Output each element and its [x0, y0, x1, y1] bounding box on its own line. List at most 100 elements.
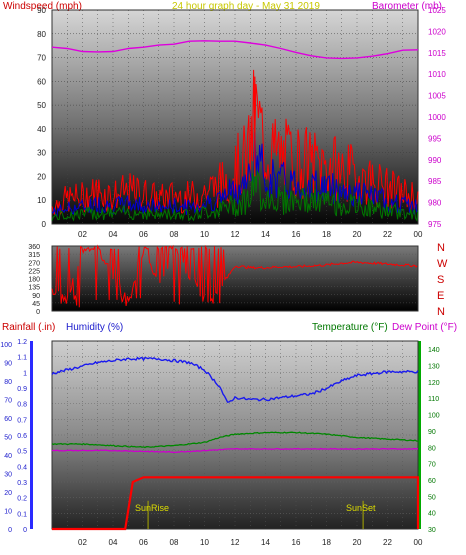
temperature-tick-label: 140 [428, 347, 440, 354]
wind-tick-label: 20 [37, 172, 46, 181]
barometer-tick-label: 1015 [428, 49, 446, 58]
temperature-tick-label: 110 [428, 396, 439, 403]
wind-low-line [51, 158, 419, 222]
wind-tick-label: 70 [37, 54, 46, 63]
barometer-tick-label: 1005 [428, 92, 446, 101]
direction-tick-label: 0 [36, 309, 40, 316]
rain-tick-label: 0.4 [17, 464, 27, 471]
temperature-tick-label: 30 [428, 527, 436, 534]
x-tick-label: 00 [414, 230, 423, 239]
temperature-tick-label: 90 [428, 429, 436, 436]
direction-tick-label: 225 [28, 268, 40, 275]
x-tick-label: 22 [383, 538, 392, 547]
sunrise-label: SunRise [135, 503, 169, 513]
barometer-tick-label: 975 [428, 220, 442, 229]
x-tick-label: 22 [383, 230, 392, 239]
x-tick-label: 20 [353, 230, 362, 239]
x-tick-label: 20 [353, 538, 362, 547]
x-tick-label: 14 [261, 230, 270, 239]
x-tick-label: 14 [261, 538, 270, 547]
wind-tick-label: 50 [37, 101, 46, 110]
humidity-line [51, 356, 419, 403]
rain-tick-label: 0.5 [17, 449, 27, 456]
barometer-tick-label: 995 [428, 134, 442, 143]
rain-tick-label: 1.1 [17, 355, 27, 362]
sunset-label: SunSet [346, 503, 376, 513]
wind-tick-label: 0 [42, 220, 47, 229]
humidity-tick-label: 90 [4, 361, 12, 368]
temperature-tick-label: 120 [428, 380, 440, 387]
rain-tick-label: 0.2 [17, 496, 27, 503]
temperature-tick-label: 100 [428, 413, 440, 420]
temperature-tick-label: 50 [428, 494, 436, 501]
barometer-tick-label: 1025 [428, 6, 446, 15]
compass-label: E [437, 290, 444, 302]
temperature-tick-label: 60 [428, 478, 436, 485]
barometer-tick-label: 1020 [428, 27, 446, 36]
direction-tick-label: 45 [32, 301, 40, 308]
rain-tick-label: 0.8 [17, 402, 27, 409]
compass-label: S [437, 274, 444, 286]
lower-series [51, 356, 420, 531]
rain-tick-label: 1.2 [17, 339, 27, 346]
barometer-tick-label: 985 [428, 177, 442, 186]
rainfall-label: Rainfall (.in) [2, 322, 55, 333]
windspeed-label: Windspeed (mph) [3, 1, 82, 12]
x-tick-label: 10 [200, 538, 209, 547]
humidity-tick-label: 10 [4, 509, 12, 516]
direction-tick-label: 180 [28, 277, 40, 284]
compass-label: N [437, 306, 445, 318]
direction-tick-label: 360 [28, 244, 40, 251]
temperature-tick-label: 40 [428, 511, 436, 518]
rain-tick-label: 0.7 [17, 417, 27, 424]
direction-tick-label: 135 [28, 285, 40, 292]
direction-tick-label: 90 [32, 293, 40, 300]
temperature-line [51, 431, 419, 449]
x-tick-label: 00 [414, 538, 423, 547]
temperature-tick-label: 130 [428, 364, 440, 371]
rain-tick-label: 1 [23, 370, 27, 377]
rain-tick-label: 0.1 [17, 511, 27, 518]
humidity-tick-label: 40 [4, 453, 12, 460]
humidity-tick-label: 80 [4, 379, 12, 386]
rain-tick-label: 0.9 [17, 386, 27, 393]
humidity-tick-label: 60 [4, 416, 12, 423]
dewpoint-line [51, 447, 418, 454]
temperature-label: Temperature (°F) [312, 322, 388, 333]
rain-tick-label: 0.3 [17, 480, 27, 487]
x-tick-label: 02 [78, 230, 87, 239]
humidity-tick-label: 100 [0, 342, 12, 349]
humidity-label: Humidity (%) [66, 322, 123, 333]
compass-label: W [437, 258, 448, 270]
wind-tick-label: 80 [37, 30, 46, 39]
temperature-tick-label: 80 [428, 445, 436, 452]
dewpoint-label: Dew Point (°F) [392, 322, 457, 333]
humidity-tick-label: 0 [8, 527, 12, 534]
humidity-tick-label: 50 [4, 435, 12, 442]
chart-title: 24 hour graph day - May 31 2019 [172, 1, 320, 12]
axis-ticks: 9080706050403020100102510201015101010051… [0, 6, 448, 547]
x-tick-label: 18 [322, 230, 331, 239]
rain-tick-label: 0 [23, 527, 27, 534]
barometer-label: Barometer (mb) [372, 1, 442, 12]
wind-tick-label: 60 [37, 77, 46, 86]
temp-axis-bar [418, 341, 421, 529]
humidity-tick-label: 70 [4, 398, 12, 405]
x-tick-label: 12 [231, 230, 240, 239]
wind-tick-label: 30 [37, 149, 46, 158]
x-tick-label: 16 [292, 538, 301, 547]
x-tick-label: 12 [231, 538, 240, 547]
wind-tick-label: 90 [37, 6, 46, 15]
barometer-tick-label: 980 [428, 199, 442, 208]
x-tick-label: 04 [109, 538, 118, 547]
x-tick-label: 08 [170, 538, 179, 547]
wind-tick-label: 10 [37, 196, 46, 205]
rain-axis-bar [30, 341, 33, 529]
windspeed-line [51, 69, 419, 216]
compass-label: N [437, 242, 445, 254]
x-tick-label: 18 [322, 538, 331, 547]
x-tick-label: 10 [200, 230, 209, 239]
barometer-tick-label: 1010 [428, 70, 446, 79]
wind-tick-label: 40 [37, 125, 46, 134]
